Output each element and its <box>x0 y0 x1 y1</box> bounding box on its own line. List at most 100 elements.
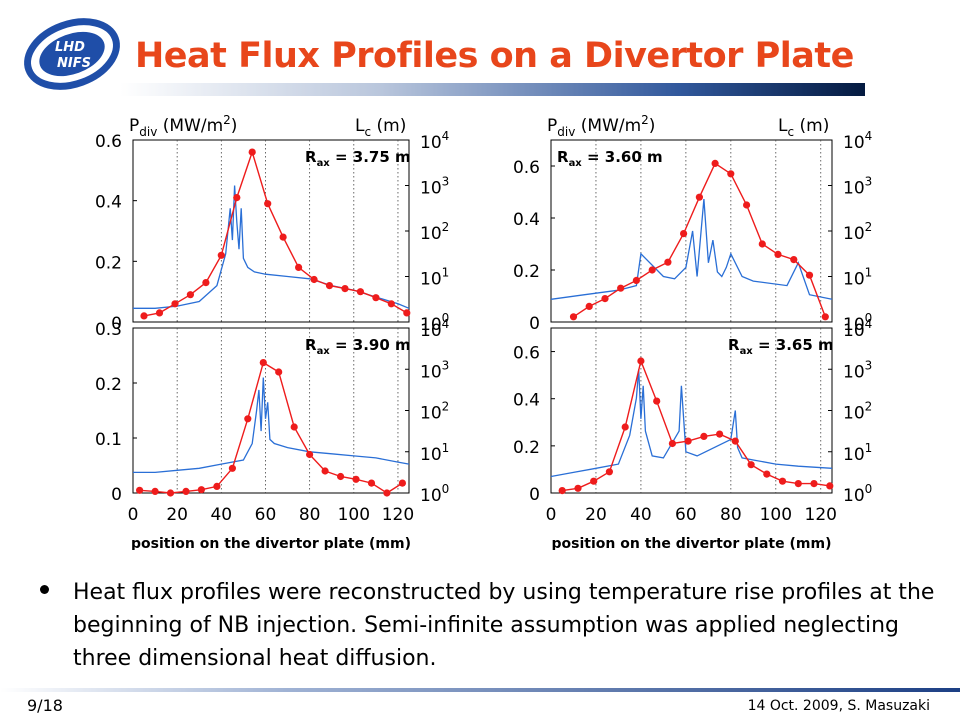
pdiv-data-point <box>295 263 303 271</box>
y-axis-label-right: Lc (m) <box>355 116 406 139</box>
bullet-dot <box>40 585 49 594</box>
y-tick-label: 0 <box>529 314 540 334</box>
y2-tick-label: 101 <box>420 441 449 465</box>
pdiv-data-point <box>590 477 598 485</box>
y2-tick-label: 101 <box>420 266 449 290</box>
pdiv-data-point <box>244 415 252 423</box>
rax-annotation: Rax = 3.60 m <box>557 148 663 169</box>
pdiv-data-point <box>372 294 380 302</box>
pdiv-data-point <box>202 279 210 287</box>
title-underline-bar <box>120 83 865 96</box>
y2-tick-label: 102 <box>843 400 872 424</box>
pdiv-data-point <box>711 159 719 167</box>
lc-series-line <box>550 199 833 300</box>
y-tick-label: 0.1 <box>95 430 122 450</box>
pdiv-data-point <box>233 194 241 202</box>
pdiv-data-point <box>826 482 834 490</box>
pdiv-data-point <box>213 482 221 490</box>
pdiv-data-point <box>810 480 818 488</box>
pdiv-data-point <box>279 233 287 241</box>
y-tick-label: 0.6 <box>513 344 540 364</box>
pdiv-data-point <box>574 484 582 492</box>
y-tick-label: 0 <box>529 485 540 505</box>
x-tick-label: 20 <box>166 505 188 525</box>
y-tick-label: 0.2 <box>95 253 122 273</box>
y-tick-label: 0.2 <box>95 375 122 395</box>
pdiv-data-point <box>275 368 283 376</box>
y-tick-label: 0.4 <box>513 210 540 230</box>
pdiv-data-point <box>743 201 751 209</box>
y2-tick-label: 103 <box>843 175 872 199</box>
bullet-text: Heat flux profiles were reconstructed by… <box>73 580 935 671</box>
pdiv-data-point <box>653 397 661 405</box>
pdiv-data-point <box>585 302 593 310</box>
pdiv-data-point <box>605 468 614 476</box>
pdiv-data-point <box>664 258 672 266</box>
pdiv-data-point <box>747 461 755 469</box>
pdiv-data-point <box>700 432 708 440</box>
y2-tick-label: 100 <box>843 311 872 335</box>
y-tick-label: 0.6 <box>513 158 540 178</box>
pdiv-data-point <box>356 288 364 296</box>
logo-text-bottom: NIFS <box>57 56 91 71</box>
pdiv-data-point <box>684 437 692 445</box>
pdiv-data-point <box>763 470 771 478</box>
pdiv-data-point <box>341 285 349 293</box>
pdiv-data-point <box>403 309 411 317</box>
pdiv-data-point <box>166 489 175 497</box>
pdiv-data-point <box>774 250 782 258</box>
plot-frame <box>550 139 833 323</box>
y2-tick-label: 103 <box>420 175 449 199</box>
page-number: 9/18 <box>27 696 63 715</box>
y2-tick-label: 100 <box>843 482 872 506</box>
y-tick-label: 0.4 <box>513 391 540 411</box>
pdiv-data-point <box>648 266 656 274</box>
pdiv-data-point <box>155 309 164 317</box>
pdiv-data-point <box>325 282 334 290</box>
y2-tick-label: 104 <box>420 317 449 341</box>
pdiv-data-point <box>367 479 376 487</box>
x-tick-label: 60 <box>675 505 697 525</box>
pdiv-data-point <box>790 256 798 264</box>
y-tick-label: 0.6 <box>95 132 122 152</box>
pdiv-data-point <box>758 240 766 248</box>
pdiv-data-point <box>794 480 802 488</box>
pdiv-data-point <box>151 487 159 495</box>
y-axis-label-right: Lc (m) <box>778 116 829 139</box>
y2-tick-label: 102 <box>420 400 449 424</box>
y2-tick-label: 100 <box>420 482 449 506</box>
pdiv-data-point <box>186 291 194 299</box>
footer-bar <box>0 688 960 692</box>
rax-annotation: Rax = 3.65 m <box>728 336 834 357</box>
x-tick-label: 120 <box>805 505 837 525</box>
pdiv-data-point <box>621 423 629 431</box>
x-tick-label: 0 <box>546 505 557 525</box>
pdiv-data-point <box>290 423 298 431</box>
pdiv-data-point <box>680 230 688 238</box>
footer-credit: 14 Oct. 2009, S. Masuzaki <box>747 698 930 714</box>
x-tick-label: 40 <box>630 505 652 525</box>
pdiv-data-point <box>695 193 704 201</box>
pdiv-data-point <box>306 450 314 459</box>
y-tick-label: 0 <box>111 485 122 505</box>
chart-figure: 0 0.2 0.4 0.6 100 101 102 103 104 Pdiv (MW/m2) Lc … <box>95 113 872 550</box>
pdiv-data-point <box>248 148 256 156</box>
pdiv-data-point <box>136 486 144 494</box>
pdiv-data-point <box>821 313 829 321</box>
lhd-nifs-logo: LHD NIFS <box>20 14 130 94</box>
pdiv-data-point <box>668 439 677 448</box>
y2-tick-label: 102 <box>420 220 449 244</box>
y-tick-label: 0.4 <box>95 193 122 213</box>
pdiv-data-point <box>217 251 225 259</box>
pdiv-data-point <box>182 487 190 495</box>
y2-tick-label: 101 <box>843 441 872 465</box>
x-tick-label: 100 <box>760 505 792 525</box>
slide-title: Heat Flux Profiles on a Divertor Plate <box>135 36 854 76</box>
y2-tick-label: 104 <box>420 129 449 153</box>
pdiv-data-point <box>617 284 625 292</box>
pdiv-data-point <box>569 313 578 321</box>
y-axis-label-left: Pdiv (MW/m2) <box>547 113 655 139</box>
x-tick-label: 80 <box>299 505 321 525</box>
pdiv-data-point <box>383 489 391 497</box>
x-axis-label: position on the divertor plate (mm) <box>131 536 411 550</box>
